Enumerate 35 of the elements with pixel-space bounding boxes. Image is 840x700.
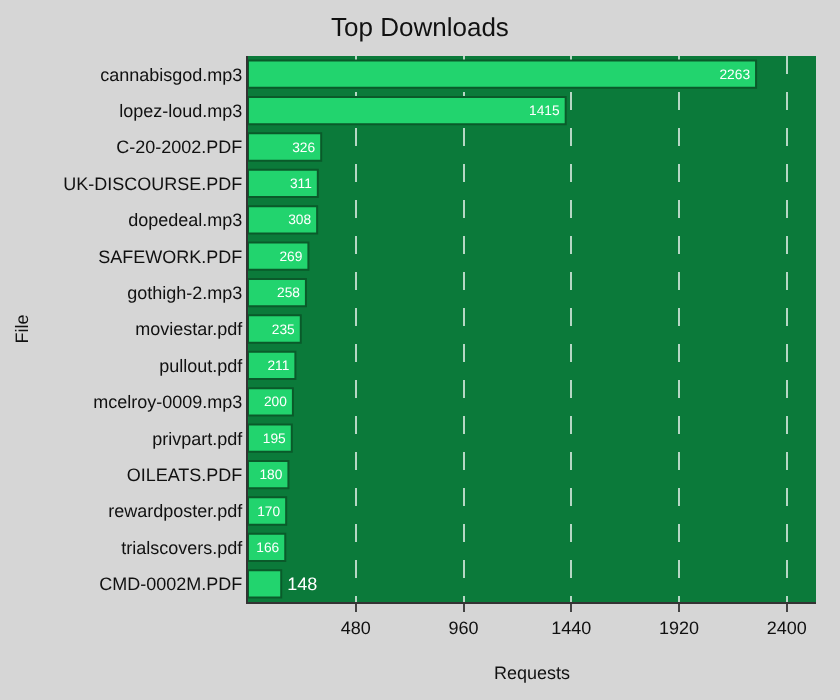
y-axis-title: File xyxy=(12,314,33,344)
y-tick-label: SAFEWORK.PDF xyxy=(98,246,244,267)
x-tick-label: 1920 xyxy=(659,617,700,638)
y-tick-label: dopedeal.mp3 xyxy=(128,210,243,231)
y-tick-label: CMD-0002M.PDF xyxy=(99,574,244,595)
y-tick-label: moviestar.pdf xyxy=(135,319,244,340)
x-axis-title: Requests xyxy=(493,663,572,684)
y-tick-label: lopez-loud.mp3 xyxy=(119,100,243,121)
y-tick-label: gothigh-2.mp3 xyxy=(127,282,243,303)
bar xyxy=(248,132,323,162)
bar xyxy=(248,350,297,381)
x-tick-label: 2400 xyxy=(766,617,807,638)
y-tick-label: privpart.pdf xyxy=(152,428,244,449)
bar xyxy=(248,205,319,235)
bar xyxy=(248,241,310,271)
y-tick-label: trialscovers.pdf xyxy=(121,537,244,558)
y-tick-label: pullout.pdf xyxy=(159,355,244,376)
x-tick-label: 480 xyxy=(340,617,371,638)
y-tick-label: cannabisgod.mp3 xyxy=(100,64,243,85)
y-tick-label: C-20-2002.PDF xyxy=(116,137,244,158)
y-tick-label: rewardposter.pdf xyxy=(108,501,244,522)
bar xyxy=(248,569,283,599)
bar xyxy=(248,496,288,526)
bar xyxy=(248,277,307,308)
data-label: 148 xyxy=(287,573,318,594)
y-tick-label: OILEATS.PDF xyxy=(126,464,244,485)
bar xyxy=(248,59,758,89)
y-tick-label: mcelroy-0009.mp3 xyxy=(93,392,243,413)
bar xyxy=(248,168,319,199)
bar xyxy=(248,95,567,126)
x-tick-label: 1440 xyxy=(551,617,592,638)
x-tick-label: 960 xyxy=(448,617,479,638)
y-tick-label: UK-DISCOURSE.PDF xyxy=(63,173,244,194)
chart-title: Top Downloads xyxy=(331,11,510,42)
bar xyxy=(248,314,302,344)
